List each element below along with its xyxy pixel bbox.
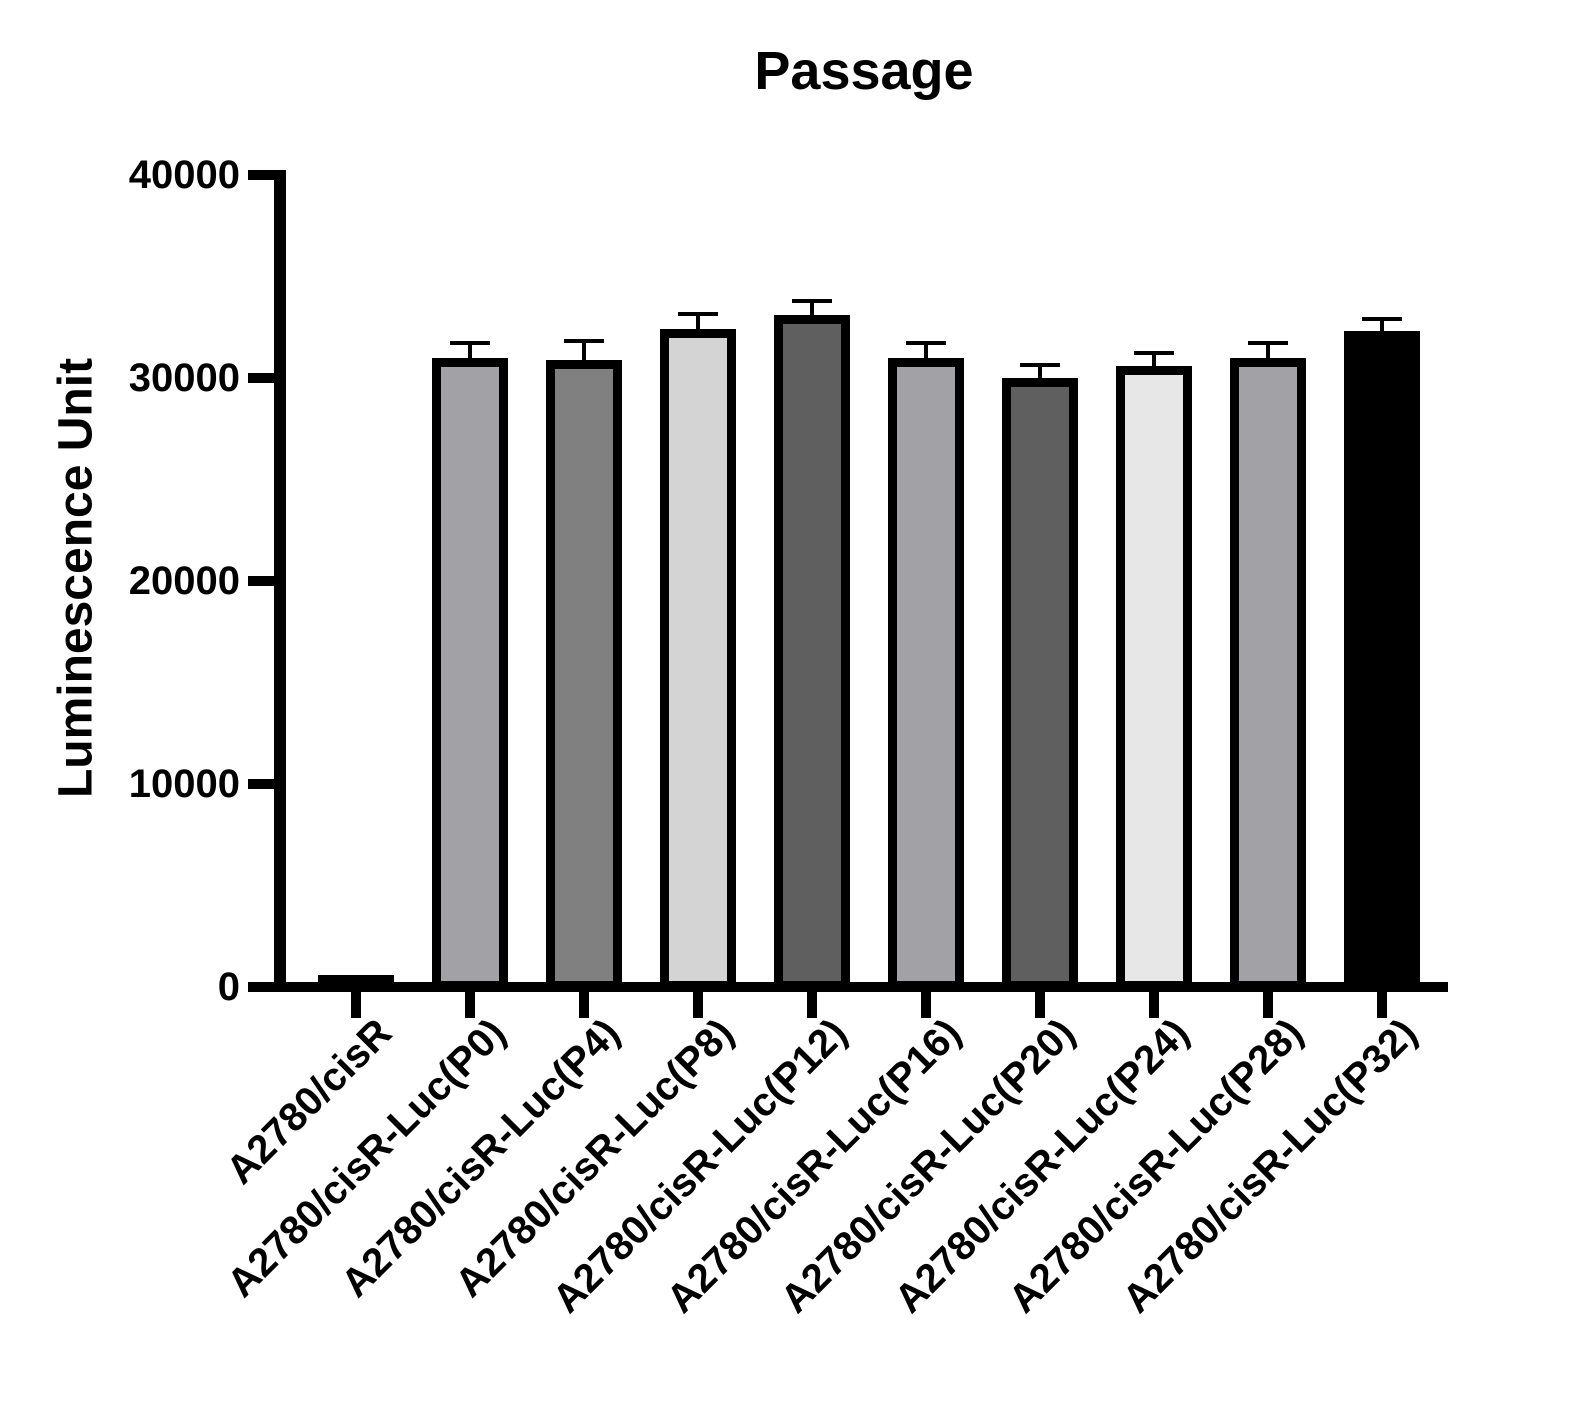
error-bar-cap [678, 312, 718, 316]
y-tick-label: 0 [217, 965, 240, 1009]
x-tick [1149, 992, 1159, 1018]
error-bar-whisker [1266, 341, 1270, 364]
y-tick-label: 10000 [128, 762, 240, 806]
x-tick [807, 992, 817, 1018]
x-axis-line [274, 982, 1448, 992]
bar [1344, 331, 1420, 990]
bar [318, 975, 394, 990]
bar [432, 358, 508, 990]
y-tick [248, 170, 280, 180]
y-tick [248, 982, 280, 992]
y-tick-label: 20000 [128, 559, 240, 603]
x-tick [579, 992, 589, 1018]
error-bar-cap [906, 341, 946, 345]
error-bar-cap [564, 339, 604, 343]
y-tick [248, 373, 280, 383]
error-bar-whisker [1038, 363, 1042, 384]
error-bar-cap [1248, 341, 1288, 345]
bar [1230, 358, 1306, 990]
y-tick-label: 30000 [128, 356, 240, 400]
error-bar-whisker [1380, 317, 1384, 337]
x-tick [1377, 992, 1387, 1018]
bar [660, 329, 736, 990]
bar [1002, 378, 1078, 990]
error-bar-whisker [468, 341, 472, 364]
chart-title: Passage [754, 41, 974, 101]
x-tick [1035, 992, 1045, 1018]
error-bar-whisker [696, 312, 700, 335]
error-bar-cap [792, 299, 832, 303]
error-bar-cap [1362, 317, 1402, 321]
x-tick [921, 992, 931, 1018]
x-tick [1263, 992, 1273, 1018]
y-tick [248, 576, 280, 586]
x-tick [351, 992, 361, 1018]
y-tick [248, 779, 280, 789]
error-bar-whisker [1152, 351, 1156, 372]
bar [1116, 366, 1192, 990]
error-bar-cap [450, 341, 490, 345]
bar [546, 360, 622, 990]
error-bar-cap [1134, 351, 1174, 355]
bar [774, 315, 850, 990]
error-bar-cap [1020, 363, 1060, 367]
bar [888, 358, 964, 990]
y-tick-label: 40000 [128, 153, 240, 197]
error-bar-whisker [810, 299, 814, 321]
x-tick [693, 992, 703, 1018]
error-bar-whisker [582, 339, 586, 366]
x-tick [465, 992, 475, 1018]
error-bar-whisker [924, 341, 928, 364]
